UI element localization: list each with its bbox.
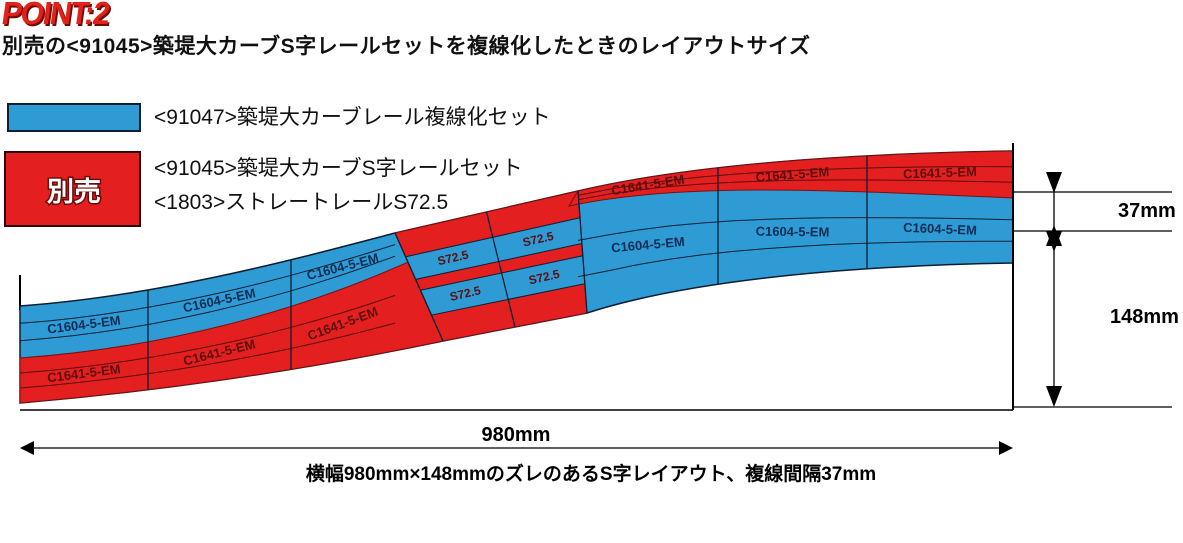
svg-text:C1604-5-EM: C1604-5-EM bbox=[903, 220, 977, 238]
svg-text:37mm: 37mm bbox=[1118, 200, 1176, 222]
svg-text:横幅980mm×148mmのズレのあるS字レイアウト、複線間: 横幅980mm×148mmのズレのあるS字レイアウト、複線間隔37mm bbox=[306, 462, 876, 485]
svg-text:980mm: 980mm bbox=[482, 424, 551, 446]
svg-text:C1604-5-EM: C1604-5-EM bbox=[756, 224, 830, 240]
svg-text:C1641-5-EM: C1641-5-EM bbox=[903, 164, 977, 181]
svg-text:148mm: 148mm bbox=[1110, 306, 1179, 328]
